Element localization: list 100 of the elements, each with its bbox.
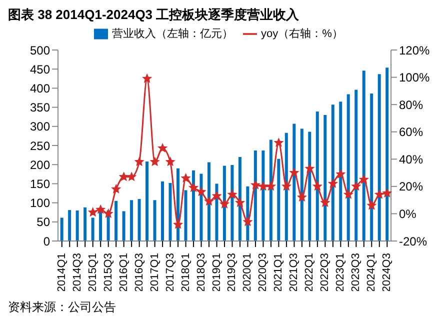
bar <box>277 158 280 241</box>
point <box>212 191 222 200</box>
bar <box>84 207 87 241</box>
bar <box>192 170 195 241</box>
bar <box>346 94 350 241</box>
point <box>258 182 268 190</box>
bar <box>207 162 210 241</box>
point <box>313 182 322 190</box>
y-tick-label: 50 <box>36 215 50 230</box>
bar <box>122 211 126 241</box>
point <box>290 168 298 177</box>
bar <box>354 90 358 241</box>
point <box>328 179 338 188</box>
point <box>266 182 276 190</box>
point <box>382 188 392 197</box>
point <box>251 180 260 189</box>
point <box>305 164 314 172</box>
y-tick-label: 500 <box>30 43 50 58</box>
point <box>352 182 360 190</box>
y-tick-label: 350 <box>30 100 50 115</box>
point <box>360 175 368 184</box>
bar <box>262 150 265 241</box>
point <box>375 190 384 198</box>
y-tick-label: 0 <box>43 234 50 248</box>
y-tick-label: 400 <box>30 81 50 96</box>
y2-tick-label: 100% <box>399 70 430 85</box>
bar <box>292 124 296 241</box>
bar <box>222 166 226 241</box>
point <box>135 157 144 166</box>
y-tick-label: 150 <box>30 176 50 191</box>
bar <box>114 200 118 241</box>
bar <box>362 70 366 241</box>
y2-tick-label: 80% <box>399 98 424 112</box>
point <box>112 184 120 193</box>
point <box>96 205 105 214</box>
bar <box>331 104 334 241</box>
bar <box>91 218 94 241</box>
point <box>320 198 330 207</box>
legend-label: yoy（右轴：%） <box>261 28 343 40</box>
y2-tick-label: 60% <box>399 125 424 140</box>
point <box>228 190 237 198</box>
bar <box>153 200 156 241</box>
y-tick-label: 250 <box>30 138 50 153</box>
bar <box>99 211 102 241</box>
point <box>282 182 291 190</box>
bar <box>161 181 164 241</box>
point <box>336 170 345 178</box>
bar <box>130 200 134 241</box>
bar <box>254 150 257 241</box>
bar <box>370 94 374 241</box>
y-tick-label: 100 <box>30 196 50 210</box>
point <box>220 200 229 208</box>
point <box>204 196 214 206</box>
point <box>196 187 206 196</box>
y2-tick-label: 0% <box>399 206 417 221</box>
point <box>243 217 252 226</box>
point <box>298 192 306 202</box>
point <box>158 144 167 152</box>
chart-title: 图表 38 2014Q1-2024Q3 工控板块逐季度营业收入 <box>8 6 300 24</box>
point <box>104 209 113 218</box>
point <box>189 183 198 192</box>
y-tick-label: 450 <box>30 62 50 76</box>
bar <box>60 218 64 241</box>
bar <box>230 164 234 241</box>
bar <box>68 210 72 241</box>
y2-tick-label: 120% <box>399 43 430 58</box>
point <box>236 198 244 207</box>
point <box>274 138 284 147</box>
point <box>344 190 353 198</box>
point <box>120 172 128 181</box>
point <box>174 220 182 228</box>
bar <box>378 74 381 241</box>
point <box>127 172 136 181</box>
point <box>367 201 376 210</box>
bar <box>284 132 288 241</box>
bar <box>138 198 141 241</box>
bar <box>324 114 327 241</box>
bar <box>168 182 172 241</box>
y2-tick-label: 20% <box>399 180 424 194</box>
bar <box>386 68 389 241</box>
bar <box>300 128 304 241</box>
point <box>150 157 160 166</box>
y-tick-label: 300 <box>30 120 50 134</box>
bar <box>238 156 242 241</box>
bar <box>146 162 149 241</box>
y2-tick-label: -20% <box>399 234 428 248</box>
legend-label: 营业收入（左轴：亿元） <box>112 28 234 40</box>
point <box>88 208 98 216</box>
point <box>142 74 152 82</box>
bar <box>316 112 319 241</box>
y2-tick-label: 40% <box>399 152 424 166</box>
text: 资料来源：公司公告 <box>8 299 117 316</box>
point <box>166 157 175 166</box>
bar <box>339 102 342 241</box>
bar <box>76 210 79 241</box>
bar <box>269 140 272 241</box>
bar <box>308 132 312 241</box>
bar <box>184 190 188 241</box>
point <box>181 174 190 182</box>
y-tick-label: 200 <box>30 158 50 172</box>
